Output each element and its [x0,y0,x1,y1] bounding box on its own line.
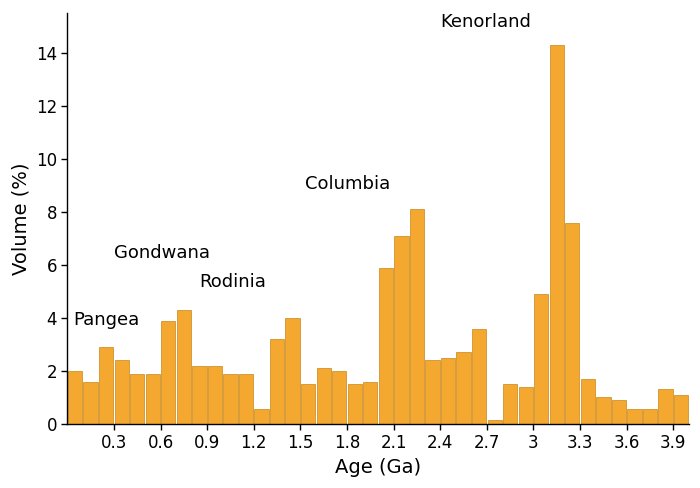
Bar [565,223,580,424]
Bar [674,395,688,424]
Bar [363,382,377,424]
Bar [83,382,98,424]
Text: Columbia: Columbia [305,176,391,193]
Bar [519,387,533,424]
Bar [394,236,409,424]
Bar [193,366,206,424]
Bar [208,366,222,424]
Bar [176,310,191,424]
Bar [239,374,253,424]
X-axis label: Age (Ga): Age (Ga) [335,458,421,477]
Bar [130,374,144,424]
Text: Pangea: Pangea [74,310,140,328]
Bar [348,384,362,424]
Bar [316,368,331,424]
Bar [146,374,160,424]
Bar [115,360,129,424]
Bar [472,328,486,424]
Bar [643,409,657,424]
Bar [254,409,269,424]
Bar [612,400,626,424]
Bar [581,379,595,424]
Bar [270,339,284,424]
Bar [426,360,440,424]
Text: Gondwana: Gondwana [114,244,210,263]
Bar [659,389,673,424]
Bar [441,358,455,424]
Bar [503,384,517,424]
Bar [332,371,346,424]
Bar [456,352,470,424]
Bar [286,318,300,424]
Text: Rodinia: Rodinia [199,273,266,291]
Bar [301,384,315,424]
Bar [627,409,642,424]
Y-axis label: Volume (%): Volume (%) [11,163,30,275]
Bar [596,397,610,424]
Bar [99,347,113,424]
Bar [68,371,83,424]
Bar [379,267,393,424]
Bar [534,294,548,424]
Bar [223,374,237,424]
Text: Kenorland: Kenorland [440,13,531,31]
Bar [410,209,424,424]
Bar [161,321,176,424]
Bar [550,45,564,424]
Bar [487,420,502,424]
